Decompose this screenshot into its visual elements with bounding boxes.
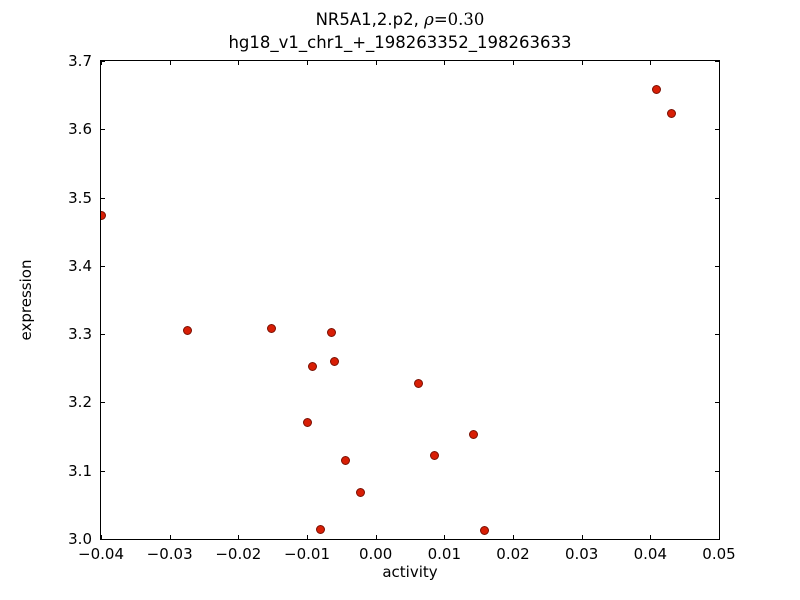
y-tick-label: 3.4 [68, 256, 92, 275]
y-tick-right [715, 129, 719, 131]
y-tick-label: 3.7 [68, 52, 92, 70]
data-point [303, 418, 313, 428]
data-point [316, 524, 326, 534]
x-tick-top [581, 61, 583, 65]
x-tick-top [307, 61, 308, 65]
y-tick-label: 3.5 [68, 188, 92, 207]
y-axis-label: expression [17, 259, 35, 341]
x-tick-label: −0.04 [78, 545, 124, 563]
y-tick-right [715, 61, 719, 62]
y-tick-right [715, 402, 719, 404]
x-tick-top [238, 61, 240, 65]
x-tick [444, 535, 446, 539]
chart-title-line-1: NR5A1,2.p2, ρ=0.30 [0, 8, 800, 31]
data-point [327, 328, 337, 338]
data-point [340, 455, 350, 465]
x-tick [238, 535, 240, 539]
x-tick-label: 0.03 [564, 545, 599, 563]
x-tick-top [650, 61, 652, 65]
plot-area [101, 61, 719, 539]
x-tick [513, 535, 514, 539]
rho-value: =0.30 [433, 10, 485, 29]
x-tick [307, 535, 308, 539]
chart-title: NR5A1,2.p2, ρ=0.30 hg18_v1_chr1_+_198263… [0, 8, 800, 54]
y-tick [101, 402, 105, 404]
x-tick-top [169, 61, 171, 65]
x-tick-label: 0.02 [496, 545, 530, 563]
x-tick [650, 535, 652, 539]
x-tick-label: 0.04 [633, 545, 668, 563]
data-point [469, 430, 479, 440]
data-point [429, 451, 439, 461]
data-point [652, 85, 661, 95]
data-point [479, 525, 489, 535]
x-tick-label: 0.05 [702, 545, 736, 563]
y-tick-right [715, 334, 719, 336]
y-tick [101, 61, 105, 62]
data-point [356, 488, 366, 498]
x-tick [375, 535, 377, 539]
x-tick-label: −0.01 [284, 545, 330, 563]
y-tick-label: 3.2 [68, 393, 92, 412]
y-tick [101, 539, 105, 540]
x-tick [169, 535, 171, 539]
y-tick-right [715, 470, 719, 472]
x-tick-top [101, 61, 102, 65]
data-point [307, 361, 317, 371]
x-tick-top [513, 61, 514, 65]
data-point [183, 326, 193, 336]
data-point [266, 324, 276, 334]
rho-symbol: ρ [424, 10, 434, 29]
y-tick-label: 3.3 [68, 325, 92, 344]
x-axis-label: activity [382, 563, 438, 581]
x-tick [581, 535, 583, 539]
y-tick [101, 265, 105, 267]
data-point [329, 356, 339, 366]
x-tick [719, 535, 720, 539]
y-tick-label: 3.6 [68, 120, 92, 139]
data-point [667, 109, 677, 119]
y-tick [101, 334, 105, 336]
x-tick-top [444, 61, 446, 65]
y-tick-label: 3.1 [68, 461, 92, 480]
y-tick-right [715, 197, 719, 199]
x-tick-label: 0.01 [427, 545, 462, 563]
y-tick-right [715, 265, 719, 267]
chart-title-line-2: hg18_v1_chr1_+_198263352_198263633 [228, 33, 572, 52]
x-tick-top [375, 61, 377, 65]
plot-axes: −0.04 −0.03 −0.02 −0.01 0.00 0.01 0.02 0.03 0.04… [68, 52, 736, 563]
y-tick [101, 197, 105, 199]
x-tick-label: 0.00 [358, 545, 393, 563]
data-point [413, 379, 423, 389]
y-tick-right [715, 539, 719, 540]
y-tick [101, 129, 105, 131]
chart-title-prefix: NR5A1,2.p2, [315, 10, 425, 29]
x-tick-label: −0.02 [215, 545, 262, 563]
data-point [101, 210, 106, 220]
y-tick [101, 470, 105, 472]
x-tick [101, 535, 102, 539]
x-tick-label: −0.03 [146, 545, 193, 563]
y-tick-label: 3.0 [68, 530, 92, 548]
x-tick-top [719, 61, 720, 65]
